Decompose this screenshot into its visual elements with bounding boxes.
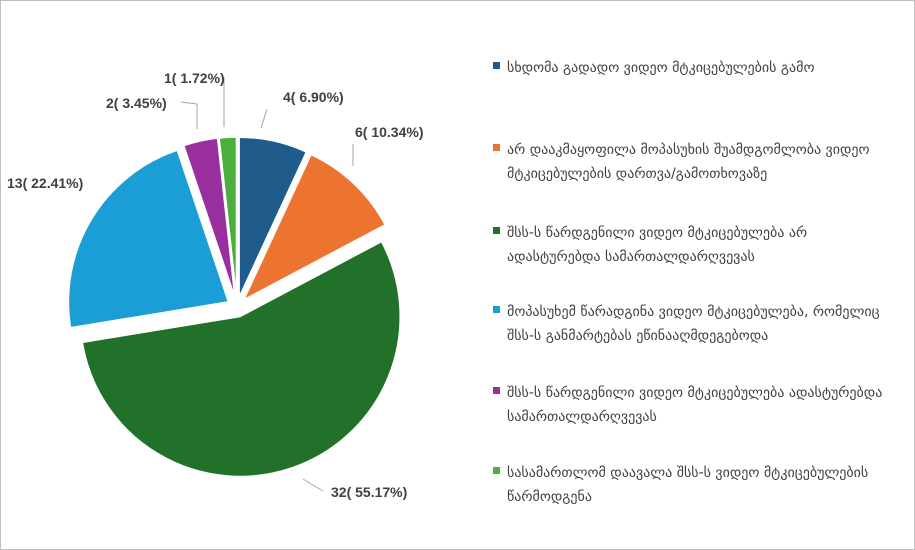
leader-line-5 <box>180 101 198 129</box>
data-label-1: 4( 6.90%) <box>283 89 344 105</box>
pie-slice-4 <box>67 149 230 329</box>
legend-label-6: სასამართლომ დაავალა შსს-ს ვიდეო მტკიცებუ… <box>507 465 869 505</box>
data-label-2: 6( 10.34%) <box>355 124 423 140</box>
pie-slice-2 <box>242 153 387 302</box>
pie-slice-5 <box>182 137 236 298</box>
legend-swatch-2 <box>493 144 500 151</box>
pie-slice-3 <box>81 240 401 478</box>
pie-slice-6 <box>218 136 238 298</box>
data-label-6: 1( 1.72%) <box>164 70 225 86</box>
pie-slice-1 <box>238 136 308 298</box>
data-label-5: 2( 3.45%) <box>106 95 167 111</box>
legend-swatch-5 <box>493 387 500 394</box>
legend-label-4: მოპასუხემ წარადგინა ვიდეო მტკიცებულება, … <box>507 304 880 344</box>
legend-label-1: სხდომა გადადო ვიდეო მტკიცებულების გამო <box>507 60 815 76</box>
legend-swatch-6 <box>493 467 500 474</box>
data-label-3: 32( 55.17%) <box>331 484 407 500</box>
legend-swatch-3 <box>493 227 500 234</box>
leader-line-3 <box>302 478 324 492</box>
legend-swatch-4 <box>493 306 500 313</box>
legend-label-2: არ დააკმაყოფილა მოპასუხის შუამდგომლობა ვ… <box>507 142 870 182</box>
legend-label-3: შსს-ს წარდგენილი ვიდეო მტკიცებულება არ ა… <box>507 225 808 265</box>
leader-line-1 <box>260 108 268 129</box>
data-label-4: 13( 22.41%) <box>7 175 83 191</box>
pie-chart: 4( 6.90%) 6( 10.34%) 32( 55.17%) 13( 22.41%… <box>7 70 423 500</box>
legend-swatch-1 <box>493 62 500 69</box>
legend-label-5: შსს-ს წარდგენილი ვიდეო მტკიცებულება ადას… <box>507 385 883 425</box>
